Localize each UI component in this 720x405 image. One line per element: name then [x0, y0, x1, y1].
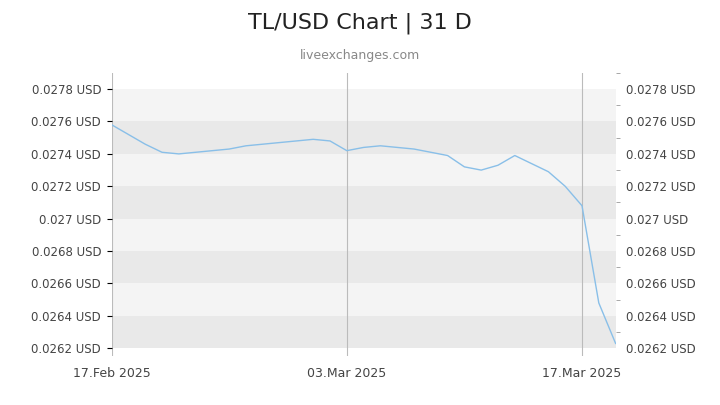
Text: liveexchanges.com: liveexchanges.com — [300, 49, 420, 62]
Bar — [112, 284, 616, 316]
Bar — [112, 89, 616, 122]
Bar — [112, 251, 616, 284]
Bar — [112, 186, 616, 219]
Bar — [112, 316, 616, 348]
Bar — [112, 154, 616, 186]
Text: TL/USD Chart | 31 D: TL/USD Chart | 31 D — [248, 12, 472, 34]
Bar — [112, 219, 616, 251]
Bar — [112, 122, 616, 154]
